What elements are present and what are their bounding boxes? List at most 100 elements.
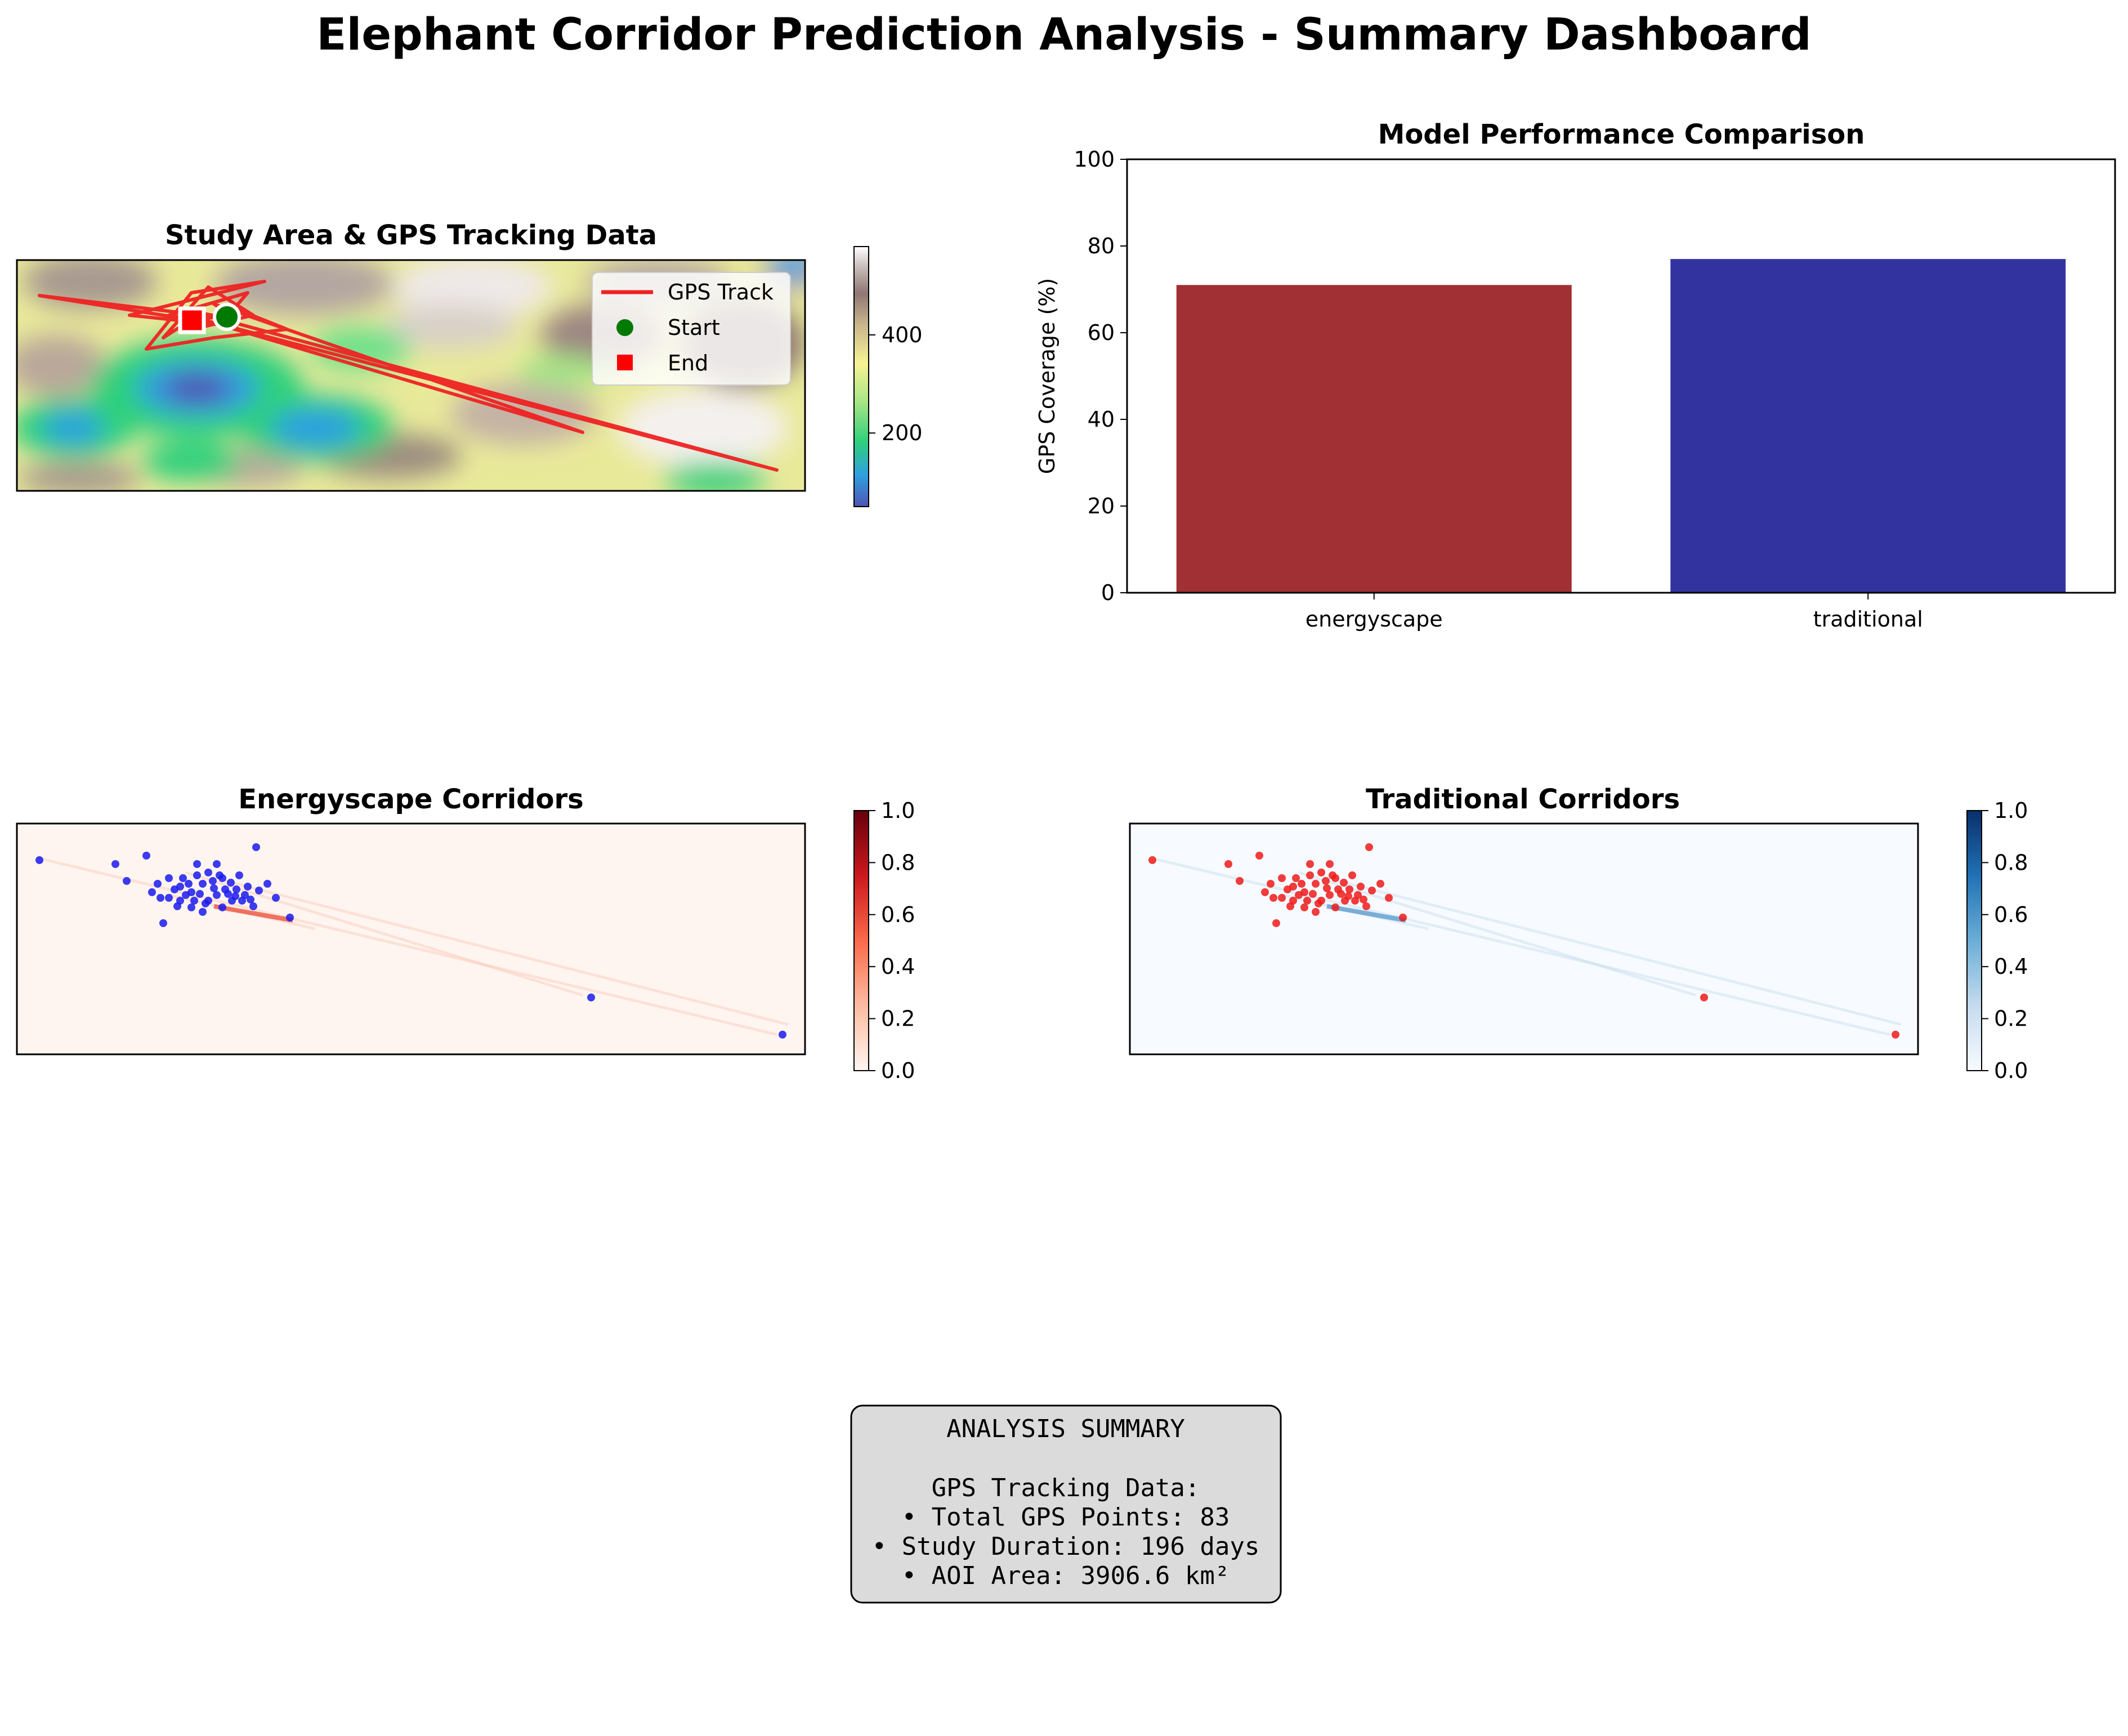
gps-point [182, 891, 190, 899]
gps-point [286, 914, 294, 921]
colorbar-tick-label: 0.6 [881, 902, 915, 927]
gps-point [235, 871, 243, 879]
analysis-summary-box: ANALYSIS SUMMARY GPS Tracking Data: • To… [850, 1404, 1282, 1604]
gps-point [1360, 896, 1367, 903]
colorbar-tick-label: 1.0 [1994, 798, 2028, 823]
gps-point [1700, 994, 1708, 1001]
gps-point [1306, 871, 1314, 879]
colorbar-tick-label: 0.6 [1994, 902, 2028, 927]
gps-point [1385, 894, 1393, 902]
gps-point [1309, 890, 1317, 898]
gps-point [35, 856, 43, 864]
gps-point [1272, 919, 1280, 927]
gps-point [154, 880, 162, 888]
corridor-line [39, 857, 777, 1036]
elevation-colorbar: 200 400 [853, 246, 923, 507]
corridor-line [1298, 871, 1696, 997]
gps-point [199, 908, 207, 916]
gps-point [142, 852, 150, 860]
colorbar-tick-label: 0.0 [881, 1058, 915, 1083]
gps-point [1317, 869, 1325, 876]
gps-point [185, 880, 193, 888]
gps-point [1284, 885, 1291, 893]
gps-point [193, 860, 201, 868]
x-tick-label: traditional [1813, 607, 1923, 632]
gps-point [204, 869, 212, 876]
gps-point [1306, 860, 1314, 868]
gps-point [1334, 885, 1342, 893]
summary-section: GPS Tracking Data: [932, 1474, 1200, 1502]
performance-ylabel: GPS Coverage (%) [1035, 278, 1059, 474]
gps-point [157, 894, 164, 902]
page-title: Elephant Corridor Prediction Analysis - … [316, 10, 1812, 60]
summary-heading: ANALYSIS SUMMARY [946, 1415, 1185, 1443]
gps-point [1326, 891, 1334, 899]
gps-point [241, 891, 249, 899]
gps-point [199, 880, 207, 888]
gps-point [1345, 885, 1353, 893]
gps-point [193, 871, 201, 879]
x-tick-label: energyscape [1306, 607, 1443, 632]
gps-point [1357, 883, 1365, 891]
gps-point [1892, 1031, 1899, 1039]
gps-point [111, 860, 119, 868]
gps-point [1148, 856, 1156, 864]
gps-point [190, 897, 198, 905]
gps-point [1354, 891, 1362, 899]
gps-point [1365, 843, 1373, 851]
gps-point [1236, 877, 1244, 885]
summary-item: • AOI Area: 3906.6 km² [902, 1561, 1230, 1590]
end-marker [178, 306, 206, 334]
gps-point [1255, 852, 1263, 860]
gps-point [1376, 880, 1384, 888]
gps-point [165, 874, 173, 882]
summary-item: • Study Duration: 196 days [872, 1532, 1260, 1561]
gps-point [176, 897, 184, 905]
gps-point [159, 919, 167, 927]
legend-end-label: End [668, 351, 708, 375]
bar-plot-area: energyscape traditional 0 20 40 60 80 100 [1074, 147, 2066, 632]
y-tick-label: 40 [1088, 407, 1115, 432]
corridor-hotspot [213, 904, 293, 923]
y-tick-label: 60 [1088, 320, 1115, 345]
gps-point [1326, 860, 1334, 868]
gps-point [272, 894, 280, 902]
corridor-lines [1152, 857, 1902, 1036]
gps-point [216, 871, 223, 879]
gps-point [1399, 914, 1407, 921]
corridor-hotspot [1326, 904, 1406, 923]
gps-point [1331, 903, 1339, 911]
traditional-panel: Traditional Corridors 0.0 0.2 0.4 0.6 0.8 1.0 [1129, 784, 2028, 1083]
energyscape-title: Energyscape Corridors [238, 784, 583, 815]
y-tick-label: 100 [1074, 147, 1115, 172]
gps-point [1261, 888, 1269, 896]
gps-point [1348, 871, 1356, 879]
corridor-line [185, 871, 583, 997]
gps-point [587, 994, 595, 1001]
gps-point [123, 877, 131, 885]
gps-point [209, 877, 217, 885]
gps-point [148, 888, 156, 896]
legend-end-swatch [617, 355, 633, 370]
model-performance-panel: Model Performance Comparison GPS Coverag… [1035, 119, 2116, 632]
energyscape-panel: Energyscape Corridors 0.0 0.2 0.4 0.6 0.8 1.0 [16, 784, 915, 1083]
gps-point [1292, 874, 1300, 882]
map-legend: GPS Track Start End [592, 272, 791, 386]
gps-point [202, 900, 209, 907]
colorbar-tick-label: 0.8 [1994, 850, 2028, 875]
corridor-line [1152, 857, 1890, 1036]
colorbar-tick-label: 200 [882, 420, 923, 445]
study-area-panel: Study Area & GPS Tracking Data [16, 220, 923, 507]
colorbar-tick-label: 0.4 [1994, 954, 2028, 979]
gps-point [233, 885, 240, 893]
corridor-line [225, 879, 789, 1026]
traditional-colorbar: 0.0 0.2 0.4 0.6 0.8 1.0 [1966, 798, 2028, 1083]
gps-point [1303, 897, 1311, 905]
energyscape-plot [35, 843, 789, 1039]
gps-point [179, 874, 187, 882]
colorbar-tick-label: 1.0 [881, 798, 915, 823]
gps-point [171, 885, 178, 893]
gps-point [252, 843, 260, 851]
gps-point [249, 902, 257, 910]
